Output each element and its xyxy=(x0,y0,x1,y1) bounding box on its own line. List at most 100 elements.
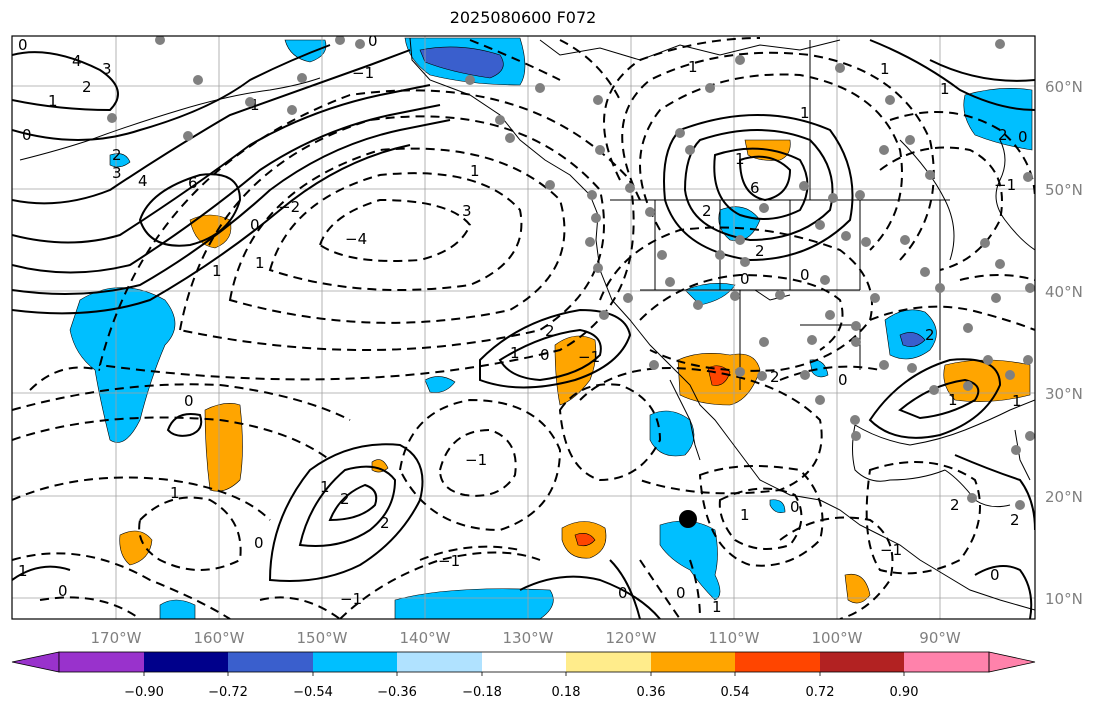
contour-label: −1 xyxy=(994,176,1016,194)
contour-label: 0 xyxy=(250,216,260,234)
station-dot xyxy=(995,39,1005,49)
station-dot xyxy=(900,235,910,245)
station-dot xyxy=(657,250,667,260)
contour-label: 0 xyxy=(676,584,686,602)
contour-label: 1 xyxy=(688,58,698,76)
station-dot xyxy=(1025,431,1035,441)
lat-tick: 30°N xyxy=(1045,385,1083,403)
station-dot xyxy=(623,293,633,303)
station-dot xyxy=(107,113,117,123)
map-frame xyxy=(11,35,1036,620)
station-dot xyxy=(505,133,515,143)
cyan-region xyxy=(684,283,736,306)
station-dot xyxy=(759,337,769,347)
station-dot xyxy=(851,337,861,347)
station-dot xyxy=(825,310,835,320)
station-dot xyxy=(1025,283,1035,293)
blue-region xyxy=(899,332,926,347)
station-dot xyxy=(465,75,475,85)
contour-label: 0 xyxy=(540,346,550,364)
station-dot xyxy=(879,360,889,370)
station-dot xyxy=(599,310,609,320)
contour-label: −2 xyxy=(278,198,300,216)
station-dot xyxy=(730,291,740,301)
colorbar-bin xyxy=(144,652,228,672)
red-region xyxy=(707,365,731,386)
contour-label: 1 xyxy=(948,391,958,409)
latitude-tick-labels: 60°N 50°N 40°N 30°N 20°N 10°N xyxy=(1045,78,1083,608)
colorbar-extend-right xyxy=(988,651,1036,673)
orange-region xyxy=(371,459,389,473)
contour-label: 1 xyxy=(250,96,260,114)
cyan-region xyxy=(284,39,327,63)
contour-label: 0 xyxy=(990,566,1000,584)
station-dot xyxy=(335,36,345,45)
station-dot xyxy=(685,145,695,155)
contour-label: 6 xyxy=(750,179,760,197)
colorbar-bin xyxy=(735,652,820,672)
lon-tick: 120°W xyxy=(606,629,657,647)
station-dot xyxy=(645,207,655,217)
contour-label: 1 xyxy=(940,80,950,98)
station-dot xyxy=(535,83,545,93)
contour-label: 3 xyxy=(102,60,112,78)
colorbar-bin xyxy=(820,652,904,672)
contour-label: 1 xyxy=(470,162,480,180)
station-dot xyxy=(935,283,945,293)
station-dot xyxy=(851,431,861,441)
station-dot xyxy=(799,181,809,191)
station-dot xyxy=(1015,500,1025,510)
station-markers xyxy=(107,36,1035,510)
station-dot xyxy=(815,220,825,230)
lon-tick: 110°W xyxy=(709,629,760,647)
station-dot xyxy=(855,190,865,200)
station-dot xyxy=(1005,370,1015,380)
cyan-region xyxy=(649,410,695,457)
station-dot xyxy=(851,321,861,331)
station-dot xyxy=(815,395,825,405)
station-dot xyxy=(587,190,597,200)
station-dot xyxy=(967,493,977,503)
station-dot xyxy=(759,203,769,213)
contour-label: 1 xyxy=(735,150,745,168)
contour-label: 2 xyxy=(950,496,960,514)
contour-label: 6 xyxy=(188,174,198,192)
station-dot xyxy=(879,145,889,155)
station-dot xyxy=(693,300,703,310)
contour-label: 2 xyxy=(998,126,1008,144)
orange-region xyxy=(119,530,153,566)
station-dot xyxy=(735,367,745,377)
station-dot xyxy=(495,115,505,125)
lat-tick: 50°N xyxy=(1045,181,1083,199)
contour-label: 4 xyxy=(72,52,82,70)
station-dot xyxy=(740,257,750,267)
colorbar-label: −0.18 xyxy=(462,685,502,700)
station-dot xyxy=(625,183,635,193)
colorbar-label: 0.72 xyxy=(806,685,835,700)
station-dot xyxy=(287,105,297,115)
station-dot xyxy=(963,323,973,333)
contour-label: 1 xyxy=(880,60,890,78)
colorbar-frame xyxy=(58,651,990,673)
contour-label: 2 xyxy=(82,78,92,96)
contour-label: −4 xyxy=(345,230,367,248)
station-dot xyxy=(775,290,785,300)
colorbar-extend-left xyxy=(11,651,60,673)
contour-label: 2 xyxy=(770,368,780,386)
contour-label: 3 xyxy=(112,164,122,182)
graticule xyxy=(12,36,1035,619)
lon-tick: 170°W xyxy=(91,629,142,647)
red-region xyxy=(574,533,596,547)
cyan-region xyxy=(424,376,456,393)
contour-label: 2 xyxy=(545,322,555,340)
contour-label: 1 xyxy=(510,344,520,362)
blue-region xyxy=(419,46,504,79)
station-dot xyxy=(929,385,939,395)
orange-region xyxy=(204,403,243,492)
station-dot xyxy=(828,193,838,203)
orange-region xyxy=(189,214,232,249)
marker-dot xyxy=(679,510,697,528)
station-dot xyxy=(585,237,595,247)
station-dot xyxy=(861,237,871,247)
colorbar-label: 0.54 xyxy=(721,685,750,700)
